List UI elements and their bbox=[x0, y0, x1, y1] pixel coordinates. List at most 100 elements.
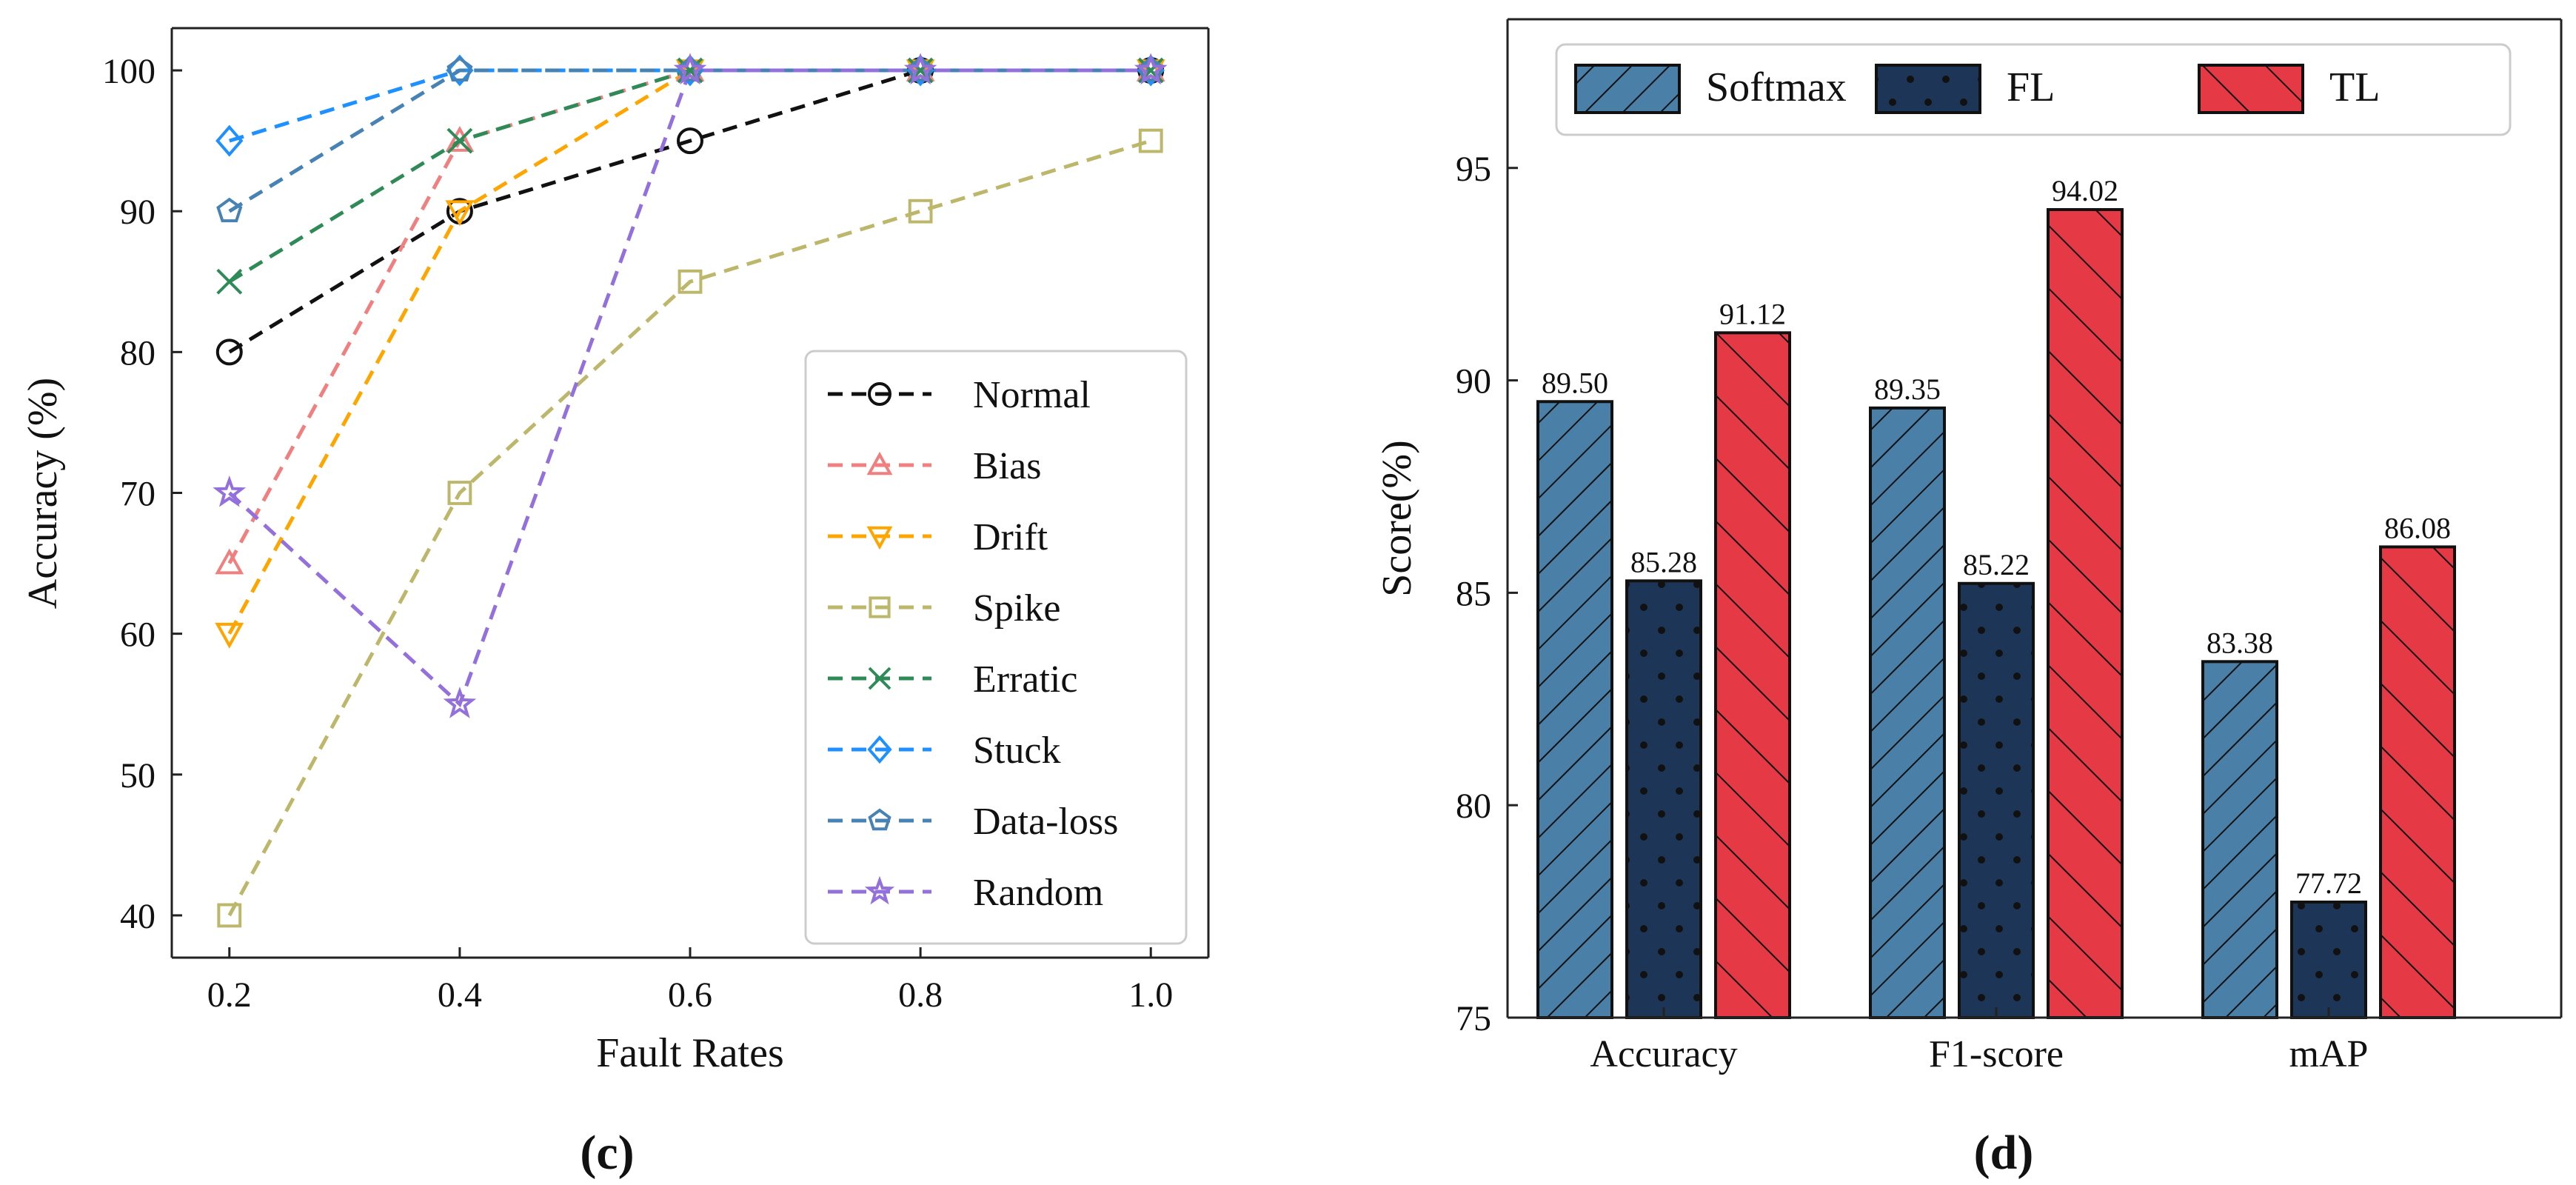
bar-hatch-softmax bbox=[2201, 660, 2278, 1020]
legend-swatch-softmax bbox=[1574, 64, 1681, 114]
y-tick-label: 75 bbox=[1456, 999, 1491, 1038]
marker-group bbox=[213, 53, 1168, 928]
bar-softmax bbox=[2201, 660, 2278, 1020]
panel-label: (c) bbox=[580, 1126, 634, 1180]
data-label-fl: 77.72 bbox=[2295, 867, 2362, 900]
data-point-random-shape bbox=[673, 53, 707, 85]
data-point-random-shape bbox=[443, 687, 477, 718]
x-tick-label: 0.2 bbox=[207, 975, 252, 1015]
data-label-softmax: 89.50 bbox=[1542, 366, 1608, 399]
data-point-random-shape bbox=[213, 475, 247, 507]
data-point-bias-shape bbox=[445, 126, 475, 152]
data-point-spike bbox=[908, 198, 933, 224]
y-tick-label: 70 bbox=[120, 475, 155, 514]
series-line-normal bbox=[228, 68, 1151, 354]
series-line-random bbox=[228, 68, 1151, 708]
legend-label-random: Random bbox=[973, 872, 1103, 914]
bar-tl bbox=[2047, 207, 2124, 1019]
legend-label-drift: Drift bbox=[973, 516, 1048, 558]
bar-group bbox=[1536, 207, 2456, 1020]
legend-marker-random bbox=[864, 875, 895, 905]
data-point-bias-shape bbox=[215, 548, 244, 575]
bar-softmax bbox=[1536, 400, 1613, 1019]
data-point-drift bbox=[445, 200, 475, 227]
legend-label-normal: Normal bbox=[973, 374, 1091, 416]
legend: Softmax FL TL bbox=[1555, 43, 2512, 136]
y-tick-label: 80 bbox=[1456, 787, 1491, 826]
data-point-random bbox=[213, 475, 247, 507]
bar-hatch-fl bbox=[1625, 579, 1702, 1019]
bar-hatch-softmax bbox=[1536, 400, 1613, 1019]
legend-marker-drift bbox=[866, 526, 893, 550]
data-labels: 89.50 85.28 91.12 89.35 85.22 94.02 83.38 77.72… bbox=[1542, 174, 2451, 900]
bar-fl bbox=[1625, 579, 1702, 1019]
legend-swatch-fl bbox=[1875, 64, 1981, 114]
data-point-stuck-shape bbox=[215, 124, 244, 157]
bar-hatch-softmax bbox=[1869, 406, 1946, 1019]
data-point-random-shape bbox=[903, 53, 937, 85]
data-point-spike bbox=[1138, 128, 1163, 153]
legend-swatch-tl bbox=[2198, 64, 2304, 114]
data-point-spike bbox=[678, 269, 703, 294]
legend-marker-random-shape bbox=[864, 875, 895, 905]
legend-swatch-hatch-tl bbox=[2198, 64, 2304, 114]
legend: Normal Bias Drift Spike Erratic Stuck Data-los… bbox=[804, 350, 1188, 945]
legend-label-stuck: Stuck bbox=[973, 730, 1060, 772]
data-point-spike-shape bbox=[1138, 128, 1163, 153]
legend-swatch-hatch-softmax bbox=[1574, 64, 1681, 114]
legend-label-erratic: Erratic bbox=[973, 658, 1077, 701]
legend-frame bbox=[804, 350, 1188, 945]
x-ticks: 0.2 0.4 0.6 0.8 1.0 bbox=[207, 947, 1173, 1015]
y-ticks: 40 50 60 70 80 90 100 bbox=[102, 52, 182, 936]
data-point-normal bbox=[677, 127, 703, 155]
data-label-fl: 85.28 bbox=[1630, 545, 1697, 578]
data-point-normal-shape bbox=[677, 127, 703, 155]
bar-tl bbox=[1714, 331, 1791, 1020]
y-axis-label: Accuracy (%) bbox=[20, 378, 66, 609]
x-axis-label: Fault Rates bbox=[596, 1030, 784, 1076]
panel-label: (d) bbox=[1974, 1126, 2034, 1180]
legend-label-data-loss: Data-loss bbox=[973, 801, 1118, 843]
legend-label-softmax: Softmax bbox=[1706, 64, 1847, 110]
data-label-fl: 85.22 bbox=[1963, 548, 2030, 581]
legend-marker-erratic bbox=[868, 667, 891, 690]
data-point-spike bbox=[217, 903, 242, 928]
x-ticks: Accuracy F1-score mAP bbox=[1590, 1007, 2368, 1075]
y-tick-label: 50 bbox=[120, 756, 155, 795]
y-ticks: 75 80 85 90 95 bbox=[1456, 150, 1518, 1038]
data-point-spike-shape bbox=[217, 903, 242, 928]
bar-hatch-tl bbox=[1714, 331, 1791, 1020]
legend-marker-bias bbox=[866, 451, 893, 475]
data-point-spike-shape bbox=[447, 481, 472, 505]
bar-hatch-fl bbox=[1958, 581, 2035, 1019]
data-point-drift-shape bbox=[445, 200, 475, 227]
legend-marker-drift-shape bbox=[866, 526, 893, 550]
data-label-tl: 86.08 bbox=[2384, 511, 2451, 544]
data-point-data-loss bbox=[446, 56, 473, 81]
x-tick-label: 0.6 bbox=[668, 975, 712, 1015]
data-point-drift-shape bbox=[215, 622, 244, 649]
data-point-random bbox=[903, 53, 937, 85]
legend-label-fl: FL bbox=[2007, 64, 2055, 110]
data-point-erratic-stroke-b bbox=[216, 268, 243, 295]
legend-marker-bias-shape bbox=[866, 451, 893, 475]
data-label-softmax: 83.38 bbox=[2207, 626, 2273, 659]
data-point-random bbox=[1134, 53, 1168, 85]
data-point-erratic-stroke-b bbox=[446, 127, 473, 154]
data-point-spike bbox=[447, 481, 472, 505]
data-point-drift bbox=[215, 622, 244, 649]
y-tick-label: 60 bbox=[120, 615, 155, 655]
legend-marker-stuck bbox=[867, 735, 892, 764]
line-chart-panel: 40 50 60 70 80 90 100 0.2 0.4 0.6 0.8 1.0 Fault Ra… bbox=[20, 27, 1210, 1180]
data-label-tl: 91.12 bbox=[1719, 297, 1786, 330]
axes bbox=[1506, 18, 2563, 1019]
data-point-normal bbox=[215, 338, 243, 366]
data-point-random-shape bbox=[1134, 53, 1168, 85]
y-tick-label: 95 bbox=[1456, 150, 1491, 189]
legend-marker-spike bbox=[869, 596, 891, 618]
data-point-erratic bbox=[446, 127, 473, 154]
legend-label-bias: Bias bbox=[973, 445, 1041, 487]
legend-marker-data-loss-shape bbox=[868, 808, 891, 831]
legend-marker-data-loss bbox=[868, 808, 891, 831]
legend-label-tl: TL bbox=[2329, 64, 2380, 110]
